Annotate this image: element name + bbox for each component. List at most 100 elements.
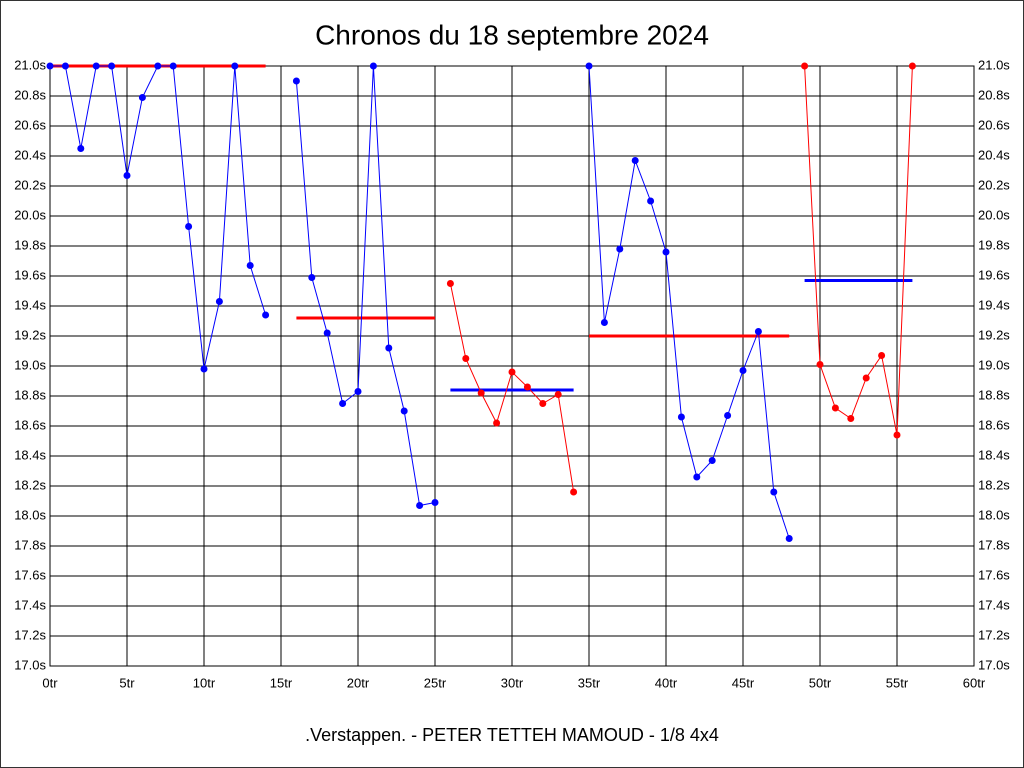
x-tick-label: 30tr: [501, 675, 524, 690]
point: [369, 62, 377, 70]
y-tick-label: 20.0s: [14, 207, 46, 222]
x-tick-label: 45tr: [732, 675, 755, 690]
y2-tick-label: 19.2s: [978, 327, 1010, 342]
point: [446, 280, 454, 287]
y-tick-label: 19.2s: [14, 327, 46, 342]
point: [61, 62, 69, 70]
point: [662, 248, 670, 256]
x-tick-label: 0tr: [42, 675, 58, 690]
point: [647, 197, 655, 205]
y-tick-label: 18.6s: [14, 417, 46, 432]
y-tick-label: 17.2s: [14, 627, 46, 642]
point: [816, 361, 824, 368]
y-tick-label: 21.0s: [14, 57, 46, 72]
y2-tick-label: 17.0s: [978, 657, 1010, 672]
x-tick-label: 35tr: [578, 675, 601, 690]
point: [570, 488, 578, 496]
x-tick-label: 5tr: [119, 675, 135, 690]
y-tick-label: 18.4s: [14, 447, 46, 462]
plot-border: [49, 65, 975, 667]
y-tick-label: 19.6s: [14, 267, 46, 282]
point: [831, 404, 839, 412]
point: [477, 389, 485, 397]
point: [246, 262, 254, 269]
point: [523, 383, 531, 391]
y2-tick-label: 17.2s: [978, 627, 1010, 642]
point: [354, 388, 362, 395]
y2-tick-label: 17.8s: [978, 537, 1010, 552]
y2-tick-label: 17.4s: [978, 597, 1010, 612]
y-tick-label: 19.8s: [14, 237, 46, 252]
x-tick-label: 20tr: [347, 675, 370, 690]
point: [616, 245, 624, 253]
y-tick-label: 17.0s: [14, 657, 46, 672]
point: [292, 77, 300, 85]
y-tick-label: 18.8s: [14, 387, 46, 402]
point: [92, 62, 100, 70]
y-tick-label: 18.0s: [14, 507, 46, 522]
point: [508, 368, 516, 376]
point: [708, 457, 716, 464]
point: [462, 355, 470, 362]
point: [215, 298, 223, 305]
y-tick-label: 17.6s: [14, 567, 46, 582]
y2-tick-label: 20.4s: [978, 147, 1010, 162]
y2-tick-label: 19.4s: [978, 297, 1010, 312]
y-tick-label: 20.4s: [14, 147, 46, 162]
point: [339, 400, 347, 407]
y2-tick-label: 18.0s: [978, 507, 1010, 522]
x-tick-label: 10tr: [193, 675, 216, 690]
x-tick-label: 25tr: [424, 675, 447, 690]
y2-tick-label: 17.6s: [978, 567, 1010, 582]
y2-tick-label: 18.4s: [978, 447, 1010, 462]
point: [908, 62, 916, 70]
y2-tick-label: 20.0s: [978, 207, 1010, 222]
y-tick-label: 20.2s: [14, 177, 46, 192]
y-tick-label: 17.8s: [14, 537, 46, 552]
point: [600, 319, 608, 326]
point: [308, 274, 316, 281]
x-tick-label: 40tr: [655, 675, 678, 690]
y2-tick-label: 18.6s: [978, 417, 1010, 432]
point: [46, 62, 54, 70]
y2-tick-label: 20.2s: [978, 177, 1010, 192]
point: [554, 391, 562, 398]
point: [154, 62, 162, 70]
point: [801, 62, 809, 70]
point: [400, 407, 408, 415]
y2-tick-label: 20.6s: [978, 117, 1010, 132]
x-tick-label: 60tr: [963, 675, 986, 690]
point: [631, 157, 639, 164]
y2-tick-label: 19.0s: [978, 357, 1010, 372]
y2-tick-label: 19.6s: [978, 267, 1010, 282]
point: [770, 488, 778, 496]
point: [108, 62, 116, 70]
point: [493, 419, 501, 427]
point: [77, 145, 85, 152]
y2-tick-label: 19.8s: [978, 237, 1010, 252]
point: [677, 413, 685, 421]
y2-tick-label: 18.2s: [978, 477, 1010, 492]
y-tick-label: 17.4s: [14, 597, 46, 612]
point: [893, 431, 901, 439]
chart-subtitle: .Verstappen. - PETER TETTEH MAMOUD - 1/8…: [305, 725, 719, 745]
point: [754, 328, 762, 335]
y-tick-label: 19.4s: [14, 297, 46, 312]
point: [185, 223, 193, 230]
point: [169, 62, 177, 70]
point: [785, 535, 793, 542]
y2-tick-label: 18.8s: [978, 387, 1010, 402]
point: [138, 94, 146, 101]
point: [385, 344, 393, 352]
y-tick-label: 20.8s: [14, 87, 46, 102]
point: [123, 172, 131, 179]
point: [724, 412, 732, 419]
point: [431, 499, 439, 506]
x-tick-label: 50tr: [809, 675, 832, 690]
point: [262, 311, 270, 319]
point: [739, 367, 747, 374]
y-tick-label: 19.0s: [14, 357, 46, 372]
x-tick-label: 15tr: [270, 675, 293, 690]
x-tick-label: 55tr: [886, 675, 909, 690]
